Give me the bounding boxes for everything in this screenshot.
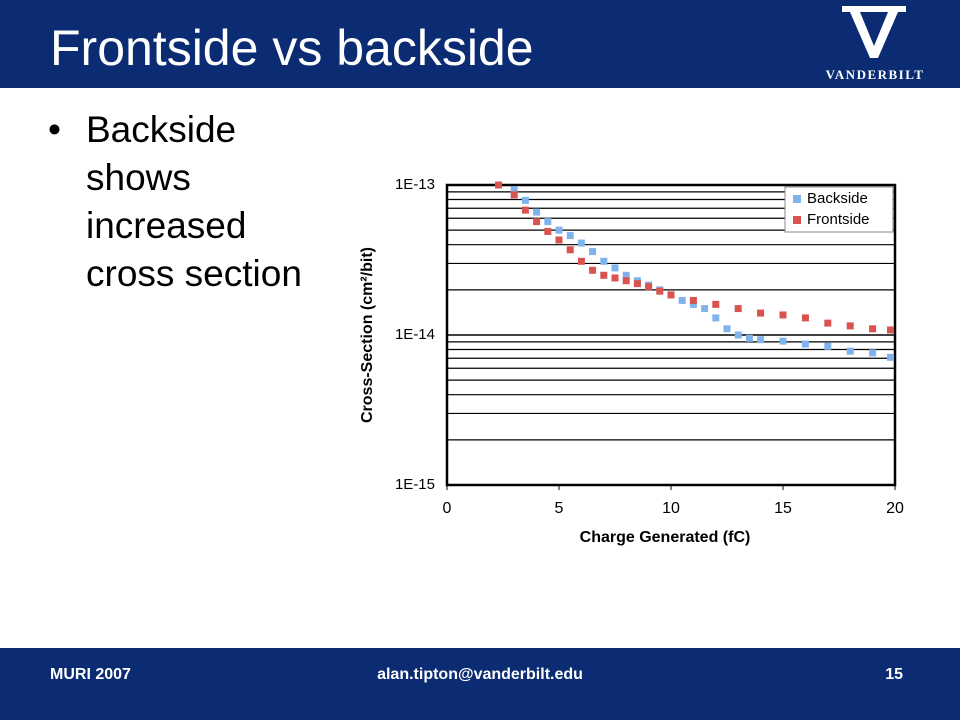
data-point — [734, 331, 742, 339]
data-point — [622, 277, 630, 285]
data-point — [689, 300, 697, 308]
x-tick-label: 10 — [662, 500, 680, 517]
data-point — [521, 206, 529, 214]
data-point — [622, 271, 630, 279]
data-point — [723, 325, 731, 333]
data-point — [600, 257, 608, 265]
data-point — [734, 305, 742, 313]
chart: 1E-15 1E-14 1E-13 0 5 10 15 20 Charge Generated … — [359, 176, 904, 546]
data-point — [667, 291, 675, 299]
logo-text: VANDERBILT — [826, 67, 925, 82]
data-point — [757, 336, 765, 344]
data-point — [869, 349, 877, 357]
legend-swatch — [793, 195, 801, 203]
data-point — [701, 305, 709, 313]
data-point — [801, 340, 809, 348]
data-point — [510, 191, 518, 199]
data-point — [555, 226, 563, 234]
data-point — [869, 325, 877, 333]
data-point — [510, 186, 518, 194]
data-point — [600, 271, 608, 279]
data-point — [589, 248, 597, 256]
data-point — [689, 296, 697, 304]
y-axis-label: Cross-Section (cm²/bit) — [359, 247, 376, 423]
data-point — [555, 236, 563, 244]
data-point — [712, 300, 720, 308]
logo-mark — [842, 6, 906, 58]
x-tick-label: 20 — [886, 500, 904, 517]
data-point — [779, 337, 787, 345]
data-point — [633, 280, 641, 288]
bullet-text: Backside shows increased cross section — [86, 109, 302, 294]
legend-swatch — [793, 216, 801, 224]
data-point — [678, 296, 686, 304]
data-point — [566, 232, 574, 240]
data-point — [611, 264, 619, 272]
data-point — [656, 287, 664, 295]
footer-right: 15 — [885, 666, 903, 683]
data-point — [589, 266, 597, 274]
data-point — [521, 196, 529, 204]
data-point — [533, 208, 541, 216]
data-point — [887, 326, 895, 334]
x-tick-label: 15 — [774, 500, 792, 517]
data-point — [779, 311, 787, 319]
data-point — [495, 181, 503, 189]
data-point — [544, 227, 552, 235]
data-point — [566, 246, 574, 254]
data-point — [577, 239, 585, 247]
legend-label: Backside — [807, 190, 868, 207]
data-point — [611, 274, 619, 282]
x-axis-label: Charge Generated (fC) — [580, 529, 751, 546]
slide-title: Frontside vs backside — [50, 20, 534, 76]
x-tick-label: 5 — [555, 500, 564, 517]
footer-center: alan.tipton@vanderbilt.edu — [377, 666, 583, 683]
data-point — [645, 283, 653, 291]
bullet-item: • Backside shows increased cross section — [48, 106, 338, 298]
data-point — [745, 334, 753, 342]
data-point — [801, 314, 809, 322]
y-tick-label: 1E-15 — [395, 476, 435, 493]
data-point — [533, 218, 541, 226]
x-tick-label: 0 — [443, 500, 452, 517]
data-point — [757, 309, 765, 317]
y-tick-label: 1E-13 — [395, 176, 435, 193]
data-point — [712, 314, 720, 322]
footer-band — [0, 648, 960, 720]
data-point — [577, 257, 585, 265]
legend-box — [784, 186, 894, 233]
plot-border — [445, 183, 897, 487]
y-tick-label: 1E-14 — [395, 326, 435, 343]
footer-left: MURI 2007 — [50, 666, 131, 683]
header-band — [0, 0, 960, 88]
data-point — [824, 342, 832, 350]
data-point — [846, 347, 854, 355]
data-point — [824, 319, 832, 327]
data-point — [846, 322, 854, 330]
data-point — [887, 353, 895, 361]
legend-label: Frontside — [807, 211, 870, 228]
data-point — [544, 218, 552, 226]
